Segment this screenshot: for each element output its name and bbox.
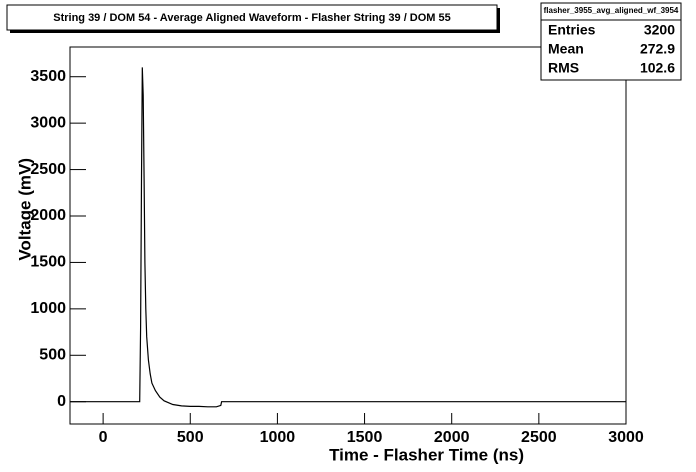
stats-box bbox=[540, 2, 682, 81]
stats-label: Entries bbox=[548, 22, 596, 38]
y-tick-label: 1500 bbox=[30, 254, 66, 271]
waveform-line bbox=[70, 67, 626, 408]
stats-value: 3200 bbox=[644, 22, 675, 38]
x-axis-title: Time - Flasher Time (ns) bbox=[329, 445, 524, 464]
y-tick-label: 3000 bbox=[30, 114, 66, 131]
stats-value: 272.9 bbox=[640, 41, 675, 57]
stats-label: Mean bbox=[548, 41, 584, 57]
plot-frame bbox=[69, 46, 627, 425]
y-tick-label: 2500 bbox=[30, 161, 66, 178]
chart-title: String 39 / DOM 54 - Average Aligned Wav… bbox=[53, 12, 451, 24]
x-tick-label: 3000 bbox=[608, 429, 644, 446]
x-tick-label: 2500 bbox=[521, 429, 557, 446]
x-tick-label: 0 bbox=[99, 429, 108, 446]
stats-name: flasher_3955_avg_aligned_wf_3954 bbox=[544, 6, 679, 15]
stats-label: RMS bbox=[548, 60, 579, 76]
x-tick-label: 500 bbox=[177, 429, 204, 446]
y-tick-label: 500 bbox=[39, 347, 66, 364]
y-tick-label: 2000 bbox=[30, 207, 66, 224]
y-tick-label: 3500 bbox=[30, 68, 66, 85]
y-tick-label: 0 bbox=[57, 393, 66, 410]
y-tick-label: 1000 bbox=[30, 300, 66, 317]
x-tick-label: 2000 bbox=[434, 429, 470, 446]
stats-value: 102.6 bbox=[640, 60, 675, 76]
title-box bbox=[6, 4, 498, 31]
x-tick-label: 1000 bbox=[260, 429, 296, 446]
x-tick-label: 1500 bbox=[347, 429, 383, 446]
y-axis-title: Voltage (mV) bbox=[15, 158, 34, 261]
